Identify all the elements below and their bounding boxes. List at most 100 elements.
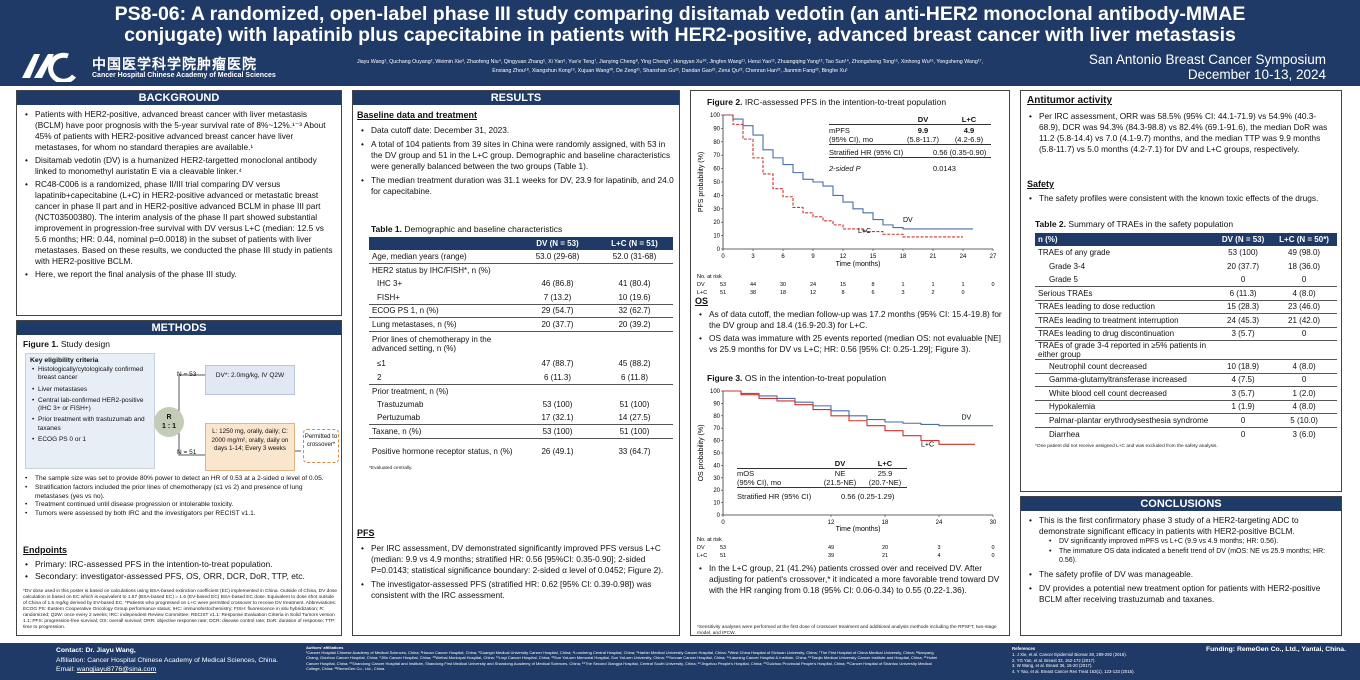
y-tick-label: 40 <box>713 463 720 469</box>
table-cell: Trastuzumab <box>377 399 424 409</box>
pfs-p-label: 2-sided P <box>829 164 861 173</box>
table1-note: *Evaluated centrally. <box>369 466 413 471</box>
header-banner: PS8-06: A randomized, open-label phase I… <box>0 0 1360 86</box>
risk-table-cell: 2 <box>931 290 934 296</box>
x-tick-label: 0 <box>721 254 725 260</box>
y-tick-label: 100 <box>710 389 721 395</box>
y-tick-label: 90 <box>713 126 720 132</box>
hospital-logo-icon <box>22 52 77 82</box>
survival-panel: Figure 2. IRC-assessed PFS in the intent… <box>690 90 1010 636</box>
y-tick-label: 40 <box>713 193 720 199</box>
y-tick-label: 60 <box>713 167 720 173</box>
affiliations-title: Authors' affiliations <box>306 645 344 650</box>
os-stats-box: DV L+C mOS NE 25.9 (95% CI), mo (21.5-NE) (20… <box>737 459 907 501</box>
risk-table-title: No. at risk <box>697 537 722 543</box>
bullet-item: A total of 104 patients from 39 sites in… <box>359 139 675 172</box>
table-cell: 53 (100) <box>1228 248 1258 258</box>
x-tick-label: 27 <box>990 254 997 260</box>
risk-table-cell: 21 <box>882 553 888 559</box>
table-row: Gamma-glutamyltransferase increased 4 (7.… <box>1035 372 1337 387</box>
bullet-item: Tumors were assessed by both IRC and the… <box>23 510 337 519</box>
methods-footnote: *DV dose used in this poster is based on… <box>23 589 338 630</box>
eligibility-item: Prior treatment with trastuzumab and tax… <box>30 416 150 433</box>
figure1-label: Figure 1. <box>23 339 59 349</box>
table-row: TRAEs leading to dose reduction 15 (28.3)… <box>1035 299 1337 314</box>
table-row: Taxane, n (%) 53 (100) 51 (100) <box>369 424 673 438</box>
table-row: Lung metastases, n (%) 20 (37.7) 20 (39.2) <box>369 317 673 331</box>
authors-line-1: Jiayu Wang¹, Quchang Ouyang², Weimin Xie… <box>356 59 984 65</box>
table2-caption-text: Summary of TRAEs in the safety populatio… <box>1068 219 1234 229</box>
email-link[interactable]: wangjiayu8776@sina.com <box>76 666 157 673</box>
background-heading: BACKGROUND <box>17 91 341 105</box>
table-row: Hypokalemia 1 (1.9) 4 (8.0) <box>1035 399 1337 414</box>
table-cell: 24 (45.3) <box>1215 313 1272 327</box>
table2-label: Table 2. <box>1035 219 1067 229</box>
bullet-item: RC48-C006 is a randomized, phase II/III … <box>23 179 335 267</box>
table-cell: 26 (49.1) <box>519 437 596 464</box>
table-cell: 15 (28.3) <box>1215 299 1272 314</box>
table-cell: IHC 3+ <box>377 279 403 289</box>
table-cell: FISH+ <box>377 292 400 302</box>
table1-header-cell <box>369 237 519 250</box>
baseline-table: DV (N = 53) L+C (N = 51) Age, median years… <box>369 237 673 464</box>
risk-table-cell: 20 <box>882 545 888 551</box>
table-cell: 4 (7.5) <box>1215 372 1272 387</box>
figure2-label: Figure 2. <box>707 97 743 107</box>
table1-caption-text: Demographic and baseline characteristics <box>404 224 563 234</box>
risk-table-cell: 3 <box>901 290 904 296</box>
pfs-hr-value: 0.56 (0.35-0.90) <box>933 148 987 157</box>
table-cell: 47 (88.7) <box>541 359 574 369</box>
y-tick-label: 80 <box>713 140 720 146</box>
pfs-bullets: Per IRC assessment, DV demonstrated sign… <box>359 543 675 604</box>
risk-table-cell: 24 <box>810 282 816 288</box>
methods-panel: METHODS Figure 1. Study design Key eligi… <box>16 320 342 636</box>
table-cell: Grade 3-4 <box>1049 261 1086 271</box>
mos-dv-ci: (21.5-NE) <box>823 478 857 487</box>
conference-dates: December 10-13, 2024 <box>1187 67 1326 82</box>
references-block: References 1. J Xie, et al. Cancer Epide… <box>1012 646 1212 675</box>
table-cell: 0 <box>1240 275 1246 284</box>
bullet-item: Primary: IRC-assessed PFS in the intenti… <box>23 558 337 570</box>
safety-heading: Safety <box>1027 179 1055 189</box>
pfs-stat-dv-head: DV <box>917 115 929 124</box>
dv-curve-label: DV <box>903 217 913 224</box>
x-tick-label: 24 <box>960 254 967 260</box>
table1: DV (N = 53) L+C (N = 51) Age, median years… <box>369 237 673 472</box>
dv-n-label: N = 53 <box>177 371 197 378</box>
table-cell: 7 (13.2) <box>543 292 572 302</box>
table-cell: TRAEs leading to drug discontinuation <box>1035 326 1215 341</box>
table-cell: 20 (39.2) <box>596 317 673 331</box>
lc-curve-label: L+C <box>921 441 934 448</box>
risk-table-cell: 0 <box>991 545 994 551</box>
table-cell: 14 (27.5) <box>618 413 651 422</box>
risk-table-cell: 39 <box>828 553 834 559</box>
conclusions-list: This is the first confirmatory phase 3 s… <box>1021 511 1341 609</box>
figure1-caption: Figure 1. Study design <box>23 339 110 349</box>
table-cell: ECOG PS 1, n (%) <box>369 303 519 318</box>
contact-block: Contact: Dr. Jiayu Wang, Affiliation: Ca… <box>56 646 278 675</box>
km-curve-lc <box>723 390 975 445</box>
activity-safety-panel: Antitumor activity Per IRC assessment, O… <box>1020 90 1342 492</box>
table-cell <box>596 330 673 357</box>
table-cell: 6 (11.3) <box>1215 286 1272 300</box>
bullet-item: Here, we report the final analysis of th… <box>23 269 335 280</box>
bullet-item: Patients with HER2-positive, advanced br… <box>23 109 335 153</box>
authors-line-2: Enxiang Zhou¹⁸, Xiangshun Kong¹⁹, Xujuan… <box>492 68 848 74</box>
table-cell: 4 (8.0) <box>1271 359 1337 373</box>
randomization-node: R 1 : 1 <box>154 407 184 437</box>
table-cell <box>519 263 596 277</box>
table-cell: TRAEs leading to dose reduction <box>1035 299 1215 314</box>
table-cell: 6 (11.3) <box>544 372 571 382</box>
table-row: FISH+ 7 (13.2) 10 (19.6) <box>369 291 673 305</box>
mpfs-dv: 9.9 <box>917 126 929 135</box>
os-crossover-bullets: In the L+C group, 21 (41.2%) patients cr… <box>697 563 1007 596</box>
risk-table-cell: 4 <box>937 553 940 559</box>
funding-text: Funding: RemeGen Co., Ltd., Yantai, Chin… <box>1206 646 1346 653</box>
pfs-stats-box: DV L+C mPFS 9.9 4.9 (95% CI), mo (5.8-11.7) (… <box>829 115 991 173</box>
table-cell: 51 (100) <box>619 399 650 409</box>
risk-table-cell: 30 <box>780 282 786 288</box>
conclusions-heading: CONCLUSIONS <box>1021 497 1341 511</box>
table-cell: 0 <box>1215 413 1272 427</box>
eligibility-item: Histologically/cytologically confirmed b… <box>30 366 150 383</box>
